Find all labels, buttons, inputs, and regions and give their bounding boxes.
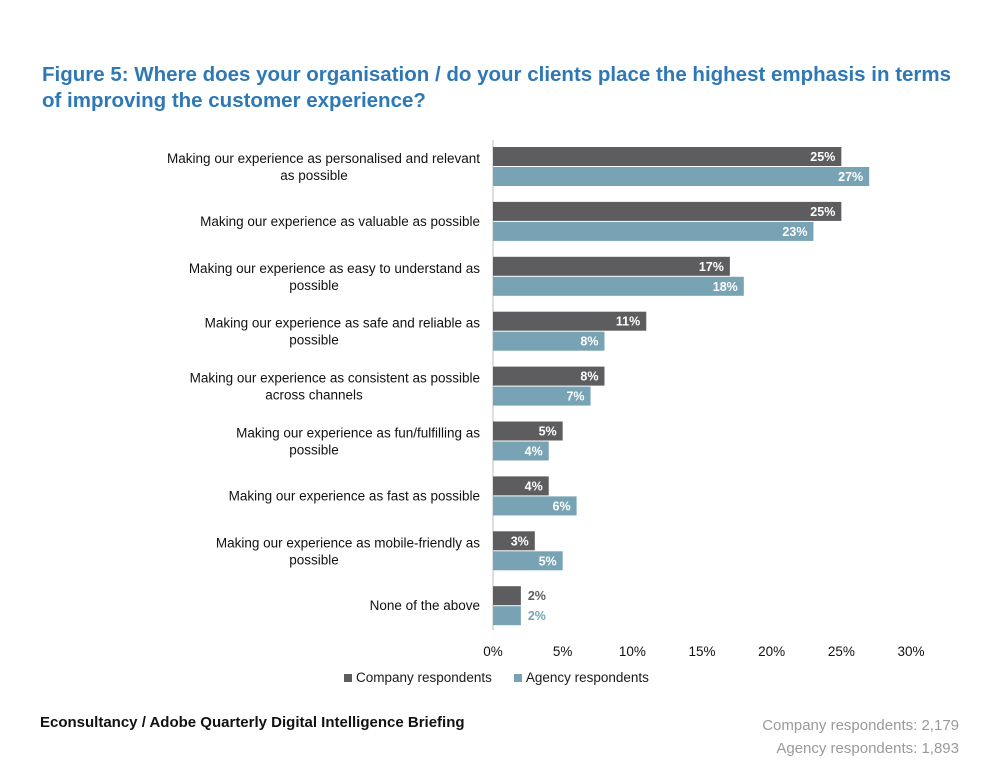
data-label-company: 25% — [810, 150, 835, 164]
source-credit: Econsultancy / Adobe Quarterly Digital I… — [40, 714, 465, 731]
data-label-company: 5% — [539, 425, 557, 439]
bar-company — [493, 147, 842, 166]
x-tick-label: 10% — [619, 644, 646, 659]
bar-agency — [493, 386, 591, 406]
data-label-agency: 27% — [838, 170, 863, 184]
company-respondent-count: Company respondents: 2,179 — [762, 717, 959, 734]
legend-swatch-agency — [513, 673, 522, 682]
respondent-counts: Company respondents: 2,179 Agency respon… — [762, 714, 959, 760]
data-label-company: 8% — [580, 370, 598, 384]
data-label-agency: 8% — [580, 335, 598, 349]
data-label-agency: 7% — [566, 390, 584, 404]
data-label-company: 17% — [699, 260, 724, 274]
x-tick-label: 5% — [553, 644, 573, 659]
data-label-agency: 6% — [553, 499, 571, 513]
data-label-company: 2% — [528, 589, 546, 603]
bar-company — [493, 311, 647, 331]
x-tick-label: 0% — [483, 644, 503, 659]
category-label: Making our experience as easy to underst… — [189, 261, 480, 293]
bar-agency — [493, 496, 577, 516]
legend-swatch-company — [344, 673, 352, 682]
bar-company — [493, 421, 563, 441]
legend-label-agency: Agency respondents — [525, 670, 649, 685]
bar-company — [493, 476, 549, 496]
x-tick-label: 30% — [897, 644, 924, 659]
data-label-agency: 18% — [713, 280, 738, 294]
data-label-company: 25% — [810, 205, 835, 219]
bar-company — [493, 201, 842, 221]
bar-company — [493, 256, 730, 276]
x-tick-label: 25% — [828, 644, 855, 659]
category-label: None of the above — [370, 598, 480, 613]
agency-respondent-count: Agency respondents: 1,893 — [776, 740, 959, 757]
bar-agency — [493, 551, 563, 571]
bar-agency — [493, 441, 549, 461]
bar-agency — [493, 276, 744, 296]
data-label-company: 11% — [616, 315, 640, 329]
category-label: Making our experience as consistent as p… — [190, 371, 480, 403]
x-tick-label: 20% — [758, 644, 785, 659]
data-label-agency: 23% — [782, 225, 807, 239]
bar-company — [493, 366, 605, 386]
category-label: Making our experience as mobile-friendly… — [216, 535, 480, 567]
bar-company — [493, 531, 535, 551]
data-label-company: 3% — [511, 534, 529, 548]
data-label-company: 4% — [525, 479, 543, 493]
legend-item-agency: Agency respondents — [513, 670, 649, 685]
category-label: Making our experience as fun/fulfilling … — [236, 426, 480, 458]
bar-company — [493, 586, 521, 606]
bar-agency — [493, 606, 521, 626]
category-label: Making our experience as personalised an… — [167, 151, 480, 183]
bar-agency — [493, 167, 870, 186]
legend-label-company: Company respondents — [356, 670, 492, 685]
chart-legend: Company respondents Agency respondents — [344, 670, 649, 685]
legend-item-company: Company respondents — [344, 670, 492, 685]
category-label: Making our experience as valuable as pos… — [200, 214, 480, 229]
category-label: Making our experience as safe and reliab… — [205, 316, 481, 348]
x-tick-label: 15% — [688, 644, 715, 659]
data-label-agency: 5% — [539, 554, 557, 568]
data-label-agency: 2% — [528, 609, 546, 623]
bar-agency — [493, 221, 814, 241]
bar-agency — [493, 331, 605, 351]
chart-title: Figure 5: Where does your organisation /… — [42, 63, 952, 112]
category-label: Making our experience as fast as possibl… — [229, 488, 480, 503]
data-label-agency: 4% — [525, 445, 543, 459]
